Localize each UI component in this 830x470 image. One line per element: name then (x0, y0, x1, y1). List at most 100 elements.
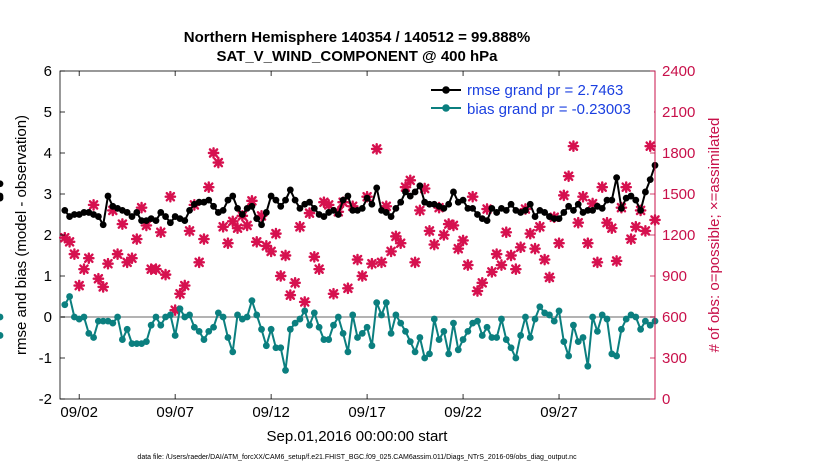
obs-assimilated-marker (577, 190, 589, 203)
obs-assimilated-marker (605, 222, 618, 235)
obs-assimilated-marker (562, 170, 575, 183)
rmse-point (277, 202, 285, 210)
bias-point (565, 352, 573, 360)
chart-title-line2: SAT_V_WIND_COMPONENT @ 400 hPa (216, 48, 498, 65)
bias-point (210, 323, 217, 331)
legend-bias-marker (442, 104, 450, 112)
bias-point (315, 323, 323, 331)
bias-point (114, 313, 121, 321)
obs-assimilated-marker (63, 235, 76, 248)
rmse-point (608, 196, 616, 204)
bias-point (200, 336, 208, 343)
obs-assimilated-marker (198, 233, 210, 245)
rmse-point (440, 204, 448, 212)
rmse-point (368, 200, 376, 208)
rmse-point (603, 196, 611, 204)
bias-point (229, 348, 237, 356)
obs-assimilated-marker (629, 220, 642, 233)
obs-assimilated-marker (543, 271, 556, 284)
bias-point (560, 338, 568, 345)
bias-point (382, 299, 390, 307)
rmse-point (522, 207, 529, 214)
obs-assimilated-marker (289, 276, 302, 289)
bias-point (205, 327, 213, 335)
bias-point (454, 346, 462, 354)
rmse-point (334, 211, 342, 218)
y-right-tick-label: 1500 (662, 186, 695, 203)
obs-assimilated-marker (270, 227, 282, 240)
bias-point (464, 327, 472, 335)
rmse-point (0, 180, 4, 188)
obs-assimilated-marker (620, 181, 633, 194)
obs-assimilated-marker (346, 200, 359, 213)
obs-assimilated-marker (567, 140, 580, 153)
obs-assimilated-marker (394, 237, 407, 250)
bias-point (402, 327, 409, 335)
rmse-point (330, 207, 337, 214)
rmse-point (502, 207, 510, 214)
bias-point (118, 336, 126, 343)
obs-assimilated-marker (255, 209, 268, 222)
rmse-point (291, 196, 299, 204)
rmse-point (493, 209, 501, 216)
obs-assimilated-marker (591, 256, 604, 269)
y-left-tick-label: -2 (39, 391, 52, 408)
obs-assimilated-marker (193, 256, 206, 269)
y-right-tick-label: 2100 (662, 104, 695, 121)
bias-point (445, 350, 453, 358)
y-right-tick-label: 300 (662, 350, 687, 367)
obs-assimilated-marker (322, 199, 335, 211)
obs-assimilated-marker (135, 201, 148, 214)
bias-point (416, 334, 424, 341)
rmse-point (166, 219, 174, 227)
legend-rmse-marker (442, 86, 450, 94)
rmse-point (320, 213, 328, 220)
bias-point (166, 311, 174, 319)
bias-point (128, 340, 136, 348)
obs-assimilated-marker (106, 204, 119, 217)
obs-assimilated-marker (423, 225, 436, 237)
obs-assimilated-marker (183, 225, 196, 237)
bias-point (258, 325, 265, 333)
obs-assimilated-marker (78, 263, 90, 276)
bias-point (339, 330, 347, 337)
bias-point (488, 334, 496, 341)
obs-assimilated-marker (366, 257, 378, 270)
obs-assimilated-marker (130, 233, 143, 245)
obs-assimilated-marker (572, 216, 585, 229)
y-right-tick-label: 1800 (662, 145, 695, 162)
bias-point (373, 299, 381, 307)
rmse-series (0, 161, 659, 229)
obs-assimilated-marker (246, 194, 258, 207)
y-left-tick-label: 4 (44, 145, 52, 162)
rmse-point (152, 217, 160, 225)
rmse-point (555, 215, 563, 223)
bias-point (522, 313, 529, 321)
obs-assimilated-marker (442, 218, 455, 230)
obs-assimilated-marker (490, 248, 503, 261)
rmse-point (402, 188, 409, 196)
bias-point (594, 327, 601, 335)
rmse-point (0, 192, 4, 200)
y-right-tick-label: 2400 (662, 63, 695, 80)
bias-point (574, 338, 582, 345)
rmse-point (157, 209, 165, 216)
rmse-point (296, 204, 304, 212)
bias-point (80, 313, 88, 321)
bias-point (310, 309, 318, 317)
bias-point (66, 293, 73, 300)
obs-assimilated-marker (303, 207, 316, 220)
obs-assimilated-marker (601, 216, 613, 229)
obs-assimilated-marker (202, 181, 215, 194)
rmse-point (387, 213, 395, 220)
legend-rmse-label: rmse grand pr = 2.7463 (467, 82, 623, 99)
rmse-point (373, 184, 381, 192)
obs-assimilated-marker (212, 156, 225, 169)
rmse-point (541, 209, 549, 216)
y-left-tick-label: 1 (44, 268, 52, 285)
obs-assimilated-marker (102, 257, 114, 270)
bias-point (421, 354, 429, 362)
obs-assimilated-marker (586, 197, 599, 210)
rmse-point (637, 207, 645, 214)
